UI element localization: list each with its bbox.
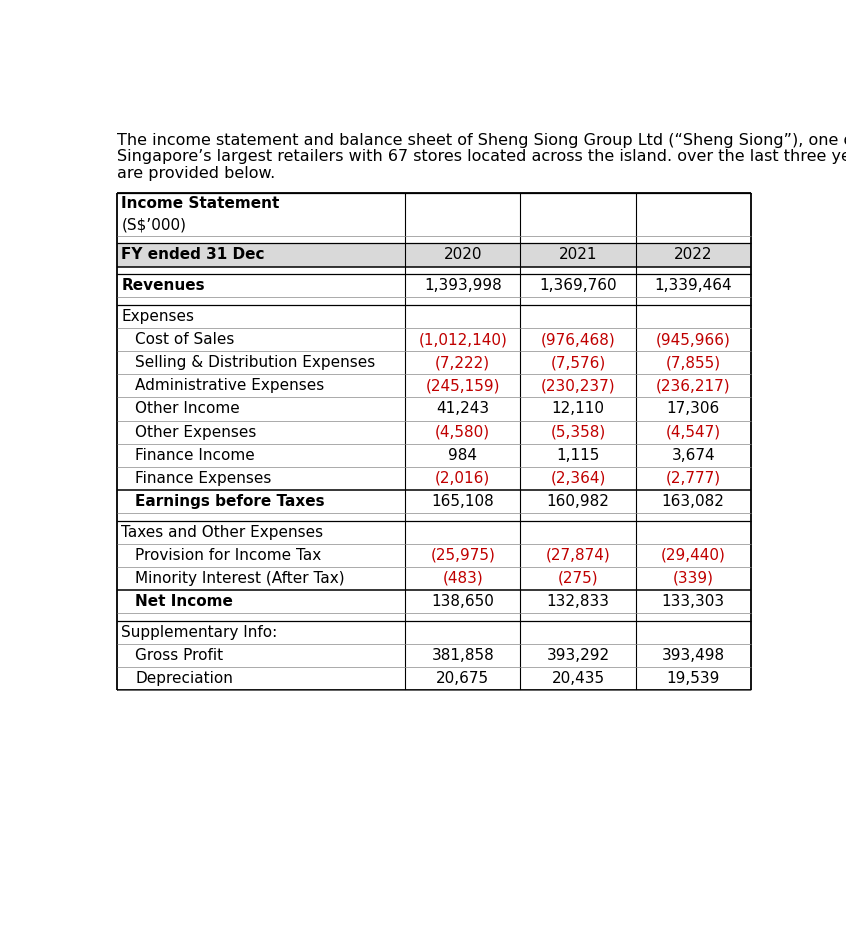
Text: (5,358): (5,358) (551, 425, 606, 440)
Text: (245,159): (245,159) (426, 379, 500, 394)
Text: Revenues: Revenues (121, 278, 205, 294)
Text: 2022: 2022 (674, 247, 712, 262)
Text: (2,016): (2,016) (435, 471, 491, 486)
Text: Earnings before Taxes: Earnings before Taxes (135, 494, 325, 509)
Text: Cost of Sales: Cost of Sales (135, 332, 234, 347)
Text: FY ended 31 Dec: FY ended 31 Dec (121, 247, 265, 262)
Text: 393,292: 393,292 (547, 648, 610, 663)
Text: (236,217): (236,217) (656, 379, 730, 394)
Text: 20,675: 20,675 (437, 671, 489, 686)
Text: (945,966): (945,966) (656, 332, 731, 347)
Text: The income statement and balance sheet of Sheng Siong Group Ltd (“Sheng Siong”),: The income statement and balance sheet o… (117, 132, 846, 147)
Text: Gross Profit: Gross Profit (135, 648, 223, 663)
Text: Expenses: Expenses (121, 309, 195, 324)
Text: 2020: 2020 (443, 247, 482, 262)
Text: (S$’000): (S$’000) (121, 217, 186, 232)
Text: 381,858: 381,858 (431, 648, 494, 663)
Text: (339): (339) (673, 571, 714, 586)
Text: Administrative Expenses: Administrative Expenses (135, 379, 325, 394)
Text: 393,498: 393,498 (662, 648, 725, 663)
Text: 20,435: 20,435 (552, 671, 605, 686)
Text: Finance Expenses: Finance Expenses (135, 471, 272, 486)
Text: (7,576): (7,576) (551, 355, 606, 370)
Text: Taxes and Other Expenses: Taxes and Other Expenses (121, 525, 323, 540)
Text: (27,874): (27,874) (546, 548, 611, 563)
Text: are provided below.: are provided below. (117, 166, 275, 181)
Text: (1,012,140): (1,012,140) (418, 332, 507, 347)
Text: Net Income: Net Income (135, 594, 233, 609)
Text: 3,674: 3,674 (672, 447, 715, 463)
Text: Income Statement: Income Statement (121, 195, 280, 211)
Text: Finance Income: Finance Income (135, 447, 255, 463)
Text: (4,580): (4,580) (435, 425, 491, 440)
Text: 1,393,998: 1,393,998 (424, 278, 502, 294)
Text: 19,539: 19,539 (667, 671, 720, 686)
Text: 160,982: 160,982 (547, 494, 610, 509)
Text: (275): (275) (558, 571, 598, 586)
Text: 984: 984 (448, 447, 477, 463)
Text: 1,369,760: 1,369,760 (539, 278, 617, 294)
Text: Provision for Income Tax: Provision for Income Tax (135, 548, 321, 563)
Text: Other Income: Other Income (135, 401, 240, 416)
Text: 138,650: 138,650 (431, 594, 494, 609)
Text: 163,082: 163,082 (662, 494, 725, 509)
Text: (976,468): (976,468) (541, 332, 616, 347)
Text: 132,833: 132,833 (547, 594, 610, 609)
Bar (117, 244, 750, 266)
Text: 17,306: 17,306 (667, 401, 720, 416)
Text: 1,115: 1,115 (557, 447, 600, 463)
Text: Other Expenses: Other Expenses (135, 425, 256, 440)
Text: (2,364): (2,364) (551, 471, 606, 486)
Text: 165,108: 165,108 (431, 494, 494, 509)
Text: Minority Interest (After Tax): Minority Interest (After Tax) (135, 571, 345, 586)
Text: Supplementary Info:: Supplementary Info: (121, 625, 277, 640)
Text: Depreciation: Depreciation (135, 671, 233, 686)
Text: 41,243: 41,243 (437, 401, 489, 416)
Text: Singapore’s largest retailers with 67 stores located across the island. over the: Singapore’s largest retailers with 67 st… (117, 149, 846, 164)
Text: (29,440): (29,440) (661, 548, 726, 563)
Text: 2021: 2021 (559, 247, 597, 262)
Text: 133,303: 133,303 (662, 594, 725, 609)
Text: 12,110: 12,110 (552, 401, 605, 416)
Text: (7,222): (7,222) (435, 355, 491, 370)
Text: (230,237): (230,237) (541, 379, 615, 394)
Text: (483): (483) (442, 571, 483, 586)
Text: (2,777): (2,777) (666, 471, 721, 486)
Text: 1,339,464: 1,339,464 (654, 278, 732, 294)
Text: (7,855): (7,855) (666, 355, 721, 370)
Text: (4,547): (4,547) (666, 425, 721, 440)
Text: (25,975): (25,975) (431, 548, 495, 563)
Text: Selling & Distribution Expenses: Selling & Distribution Expenses (135, 355, 376, 370)
